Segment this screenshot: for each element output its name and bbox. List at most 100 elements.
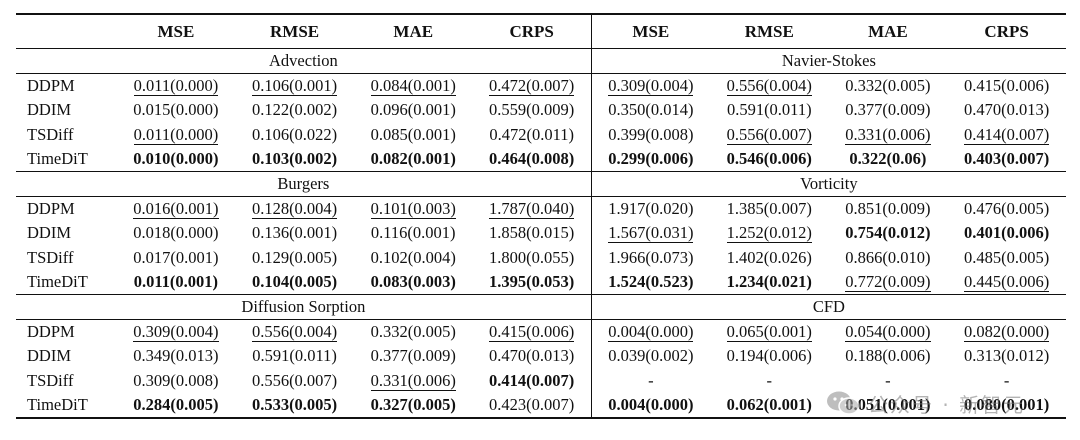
value-text: 0.399(0.008): [608, 124, 694, 144]
value-text: 0.476(0.005): [964, 199, 1050, 219]
method-name: DDIM: [27, 346, 71, 366]
value-cell: 1.966(0.073): [590, 245, 710, 270]
value-cell: 1.858(0.015): [473, 221, 592, 245]
section-title-row: Burgers Vorticity: [16, 170, 1066, 197]
value-cell: 0.085(0.001): [354, 123, 473, 147]
value-cell: 0.350(0.014): [590, 98, 710, 123]
value-cell: 0.084(0.001): [353, 73, 473, 99]
value-cell: 0.194(0.006): [710, 344, 829, 368]
value-text: 0.309(0.004): [608, 76, 694, 97]
value-text: 0.556(0.004): [251, 322, 338, 343]
value-text: 0.082(0.001): [370, 148, 456, 168]
value-text: -: [885, 370, 891, 390]
value-text: 1.402(0.026): [726, 247, 812, 267]
value-text: 0.016(0.001): [133, 199, 219, 220]
value-text: 0.313(0.012): [964, 346, 1050, 366]
value-text: 0.004(0.000): [608, 322, 694, 343]
value-text: 0.533(0.005): [251, 394, 338, 414]
value-text: -: [648, 370, 654, 390]
value-text: 0.866(0.010): [845, 247, 931, 267]
value-text: 0.327(0.005): [370, 394, 456, 414]
value-cell: 0.754(0.012): [829, 221, 948, 245]
value-cell: 0.082(0.000): [947, 319, 1066, 345]
value-text: 0.051(0.001): [845, 394, 931, 414]
table-row: TSDiff 0.017(0.001) 0.129(0.005) 0.102(0.00…: [16, 245, 1066, 270]
value-cell: 0.423(0.007): [472, 392, 592, 419]
value-text: 0.485(0.005): [964, 247, 1050, 267]
value-cell: 0.106(0.001): [235, 73, 354, 99]
header-row: MSE RMSE MAE CRPS MSE RMSE MAE CRPS: [16, 13, 1066, 49]
value-cell: 1.402(0.026): [710, 246, 829, 270]
value-text: 0.377(0.009): [370, 346, 456, 366]
value-text: 0.772(0.009): [845, 271, 931, 292]
value-text: 0.106(0.001): [251, 76, 338, 97]
header-cell: MSE: [116, 13, 236, 49]
header-cell: CRPS: [472, 13, 592, 49]
value-text: 1.787(0.040): [489, 199, 575, 220]
value-text: 0.085(0.001): [370, 124, 456, 144]
value-text: 0.065(0.001): [726, 322, 812, 343]
value-cell: 1.395(0.053): [473, 270, 592, 295]
value-text: 0.129(0.005): [251, 247, 338, 267]
value-text: 0.322(0.06): [849, 148, 927, 168]
value-cell: 0.054(0.000): [828, 319, 948, 345]
value-text: 1.858(0.015): [489, 223, 575, 243]
value-cell: 0.284(0.005): [116, 392, 236, 419]
value-text: 0.559(0.009): [489, 100, 575, 120]
value-text: 0.415(0.006): [489, 322, 575, 343]
watermark: 公众号 · 新智元: [826, 388, 1054, 418]
value-cell: 0.556(0.007): [710, 123, 829, 147]
method-name: TimeDiT: [27, 271, 88, 291]
value-text: 0.104(0.005): [251, 271, 338, 291]
table-row: DDPM 0.309(0.004) 0.556(0.004) 0.332(0.005)…: [16, 319, 1066, 345]
method-name: TSDiff: [27, 124, 74, 144]
value-text: 0.470(0.013): [489, 346, 575, 366]
value-text: -: [766, 370, 773, 390]
value-text: 0.083(0.003): [370, 271, 456, 291]
value-text: 0.556(0.007): [251, 370, 338, 390]
value-cell: 0.122(0.002): [235, 98, 354, 122]
wechat-icon: [826, 390, 860, 416]
value-text: 1.567(0.031): [608, 223, 694, 244]
header-cell: RMSE: [709, 13, 829, 49]
value-text: 0.101(0.003): [370, 199, 456, 220]
value-cell: 0.332(0.005): [353, 319, 473, 345]
value-cell: 1.800(0.055): [473, 246, 592, 270]
method-name: TSDiff: [27, 247, 74, 267]
value-text: 0.851(0.009): [845, 199, 931, 219]
method-name: TSDiff: [27, 370, 74, 390]
value-text: 0.122(0.002): [251, 100, 338, 120]
value-cell: 0.533(0.005): [235, 392, 354, 419]
section-title-left: Advection: [269, 51, 338, 71]
value-text: 0.018(0.000): [133, 223, 219, 243]
value-text: 0.556(0.004): [726, 76, 812, 97]
value-cell: 0.096(0.001): [354, 98, 473, 122]
value-text: 0.136(0.001): [251, 223, 338, 243]
value-text: 0.445(0.006): [964, 271, 1050, 292]
value-cell: 0.102(0.004): [354, 246, 473, 270]
value-cell: 0.136(0.001): [235, 221, 354, 245]
value-text: 0.017(0.001): [133, 247, 219, 267]
value-text: 0.106(0.022): [251, 124, 338, 144]
value-cell: 0.083(0.003): [354, 270, 473, 295]
value-cell: 0.349(0.013): [117, 344, 236, 368]
value-cell: 0.011(0.000): [116, 73, 236, 99]
value-cell: 0.062(0.001): [709, 392, 829, 419]
section-title-left: Diffusion Sorption: [16, 293, 592, 320]
value-text: 0.062(0.001): [726, 394, 812, 414]
value-cell: 0.559(0.009): [473, 98, 592, 122]
value-cell: 0.101(0.003): [353, 196, 473, 222]
table-body: Advection Navier-Stokes DDPM 0.011(0.000) 0.…: [16, 48, 1066, 419]
value-text: 0.350(0.014): [608, 100, 694, 120]
value-text: 0.464(0.008): [489, 148, 575, 168]
header-cell: MAE: [353, 13, 473, 49]
value-cell: 0.106(0.022): [235, 123, 354, 147]
section-title-row: Diffusion Sorption CFD: [16, 293, 1066, 320]
table-row: DDIM 0.349(0.013) 0.591(0.011) 0.377(0.009)…: [16, 344, 1066, 369]
header-cell: RMSE: [235, 13, 354, 49]
value-cell: 0.188(0.006): [829, 344, 948, 368]
value-text: 1.395(0.053): [489, 271, 575, 291]
value-cell: 0.004(0.000): [590, 392, 710, 419]
value-cell: 0.591(0.011): [235, 344, 354, 368]
value-cell: 0.309(0.008): [117, 368, 236, 392]
